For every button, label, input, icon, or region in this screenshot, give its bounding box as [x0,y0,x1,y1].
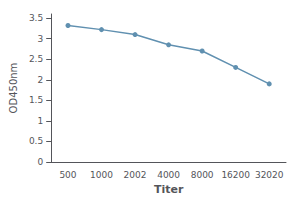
svg-text:2002: 2002 [124,170,147,180]
svg-text:3.5: 3.5 [29,13,43,23]
svg-text:Titer: Titer [154,183,184,196]
svg-text:4000: 4000 [157,170,180,180]
svg-text:16200: 16200 [221,170,250,180]
svg-text:1000: 1000 [90,170,113,180]
svg-text:0.5: 0.5 [29,136,43,146]
svg-text:2.5: 2.5 [29,54,43,64]
svg-text:500: 500 [59,170,76,180]
svg-text:8000: 8000 [191,170,214,180]
svg-text:32020: 32020 [255,170,284,180]
svg-text:1: 1 [37,116,43,126]
svg-text:1.5: 1.5 [29,95,43,105]
svg-text:3: 3 [37,34,43,44]
svg-text:0: 0 [37,157,43,167]
svg-text:2: 2 [37,75,43,85]
svg-text:OD450nm: OD450nm [8,63,19,114]
